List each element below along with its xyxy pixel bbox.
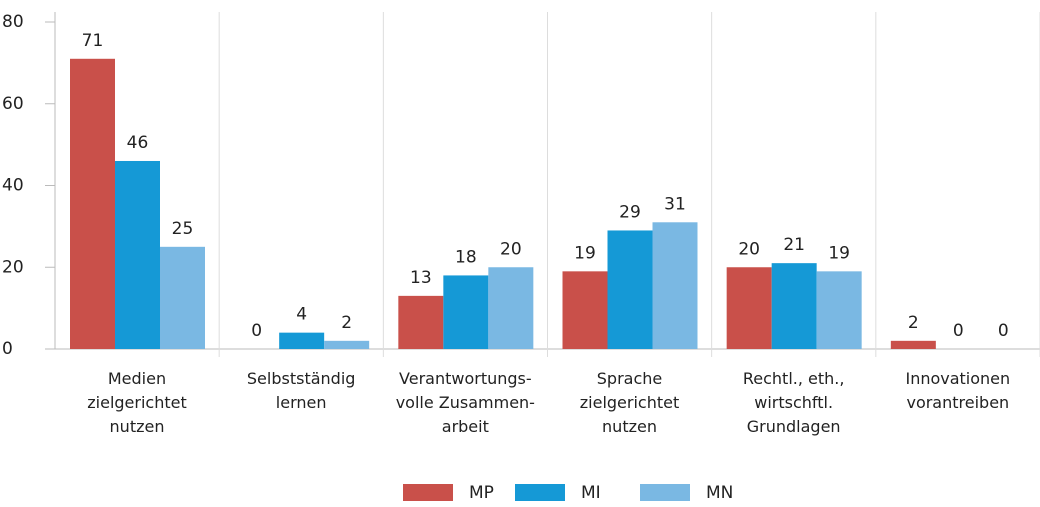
x-tick-label: Sprache zielgerichtet nutzen [579, 369, 680, 436]
bar [771, 263, 817, 349]
value-label: 25 [172, 219, 194, 239]
value-label: 31 [664, 194, 686, 214]
value-label: 0 [953, 321, 964, 341]
y-tick-label: 40 [2, 176, 24, 196]
bar [160, 246, 205, 349]
y-tick-label: 80 [2, 12, 24, 32]
bar [324, 340, 370, 349]
x-tick-label: Innovationen vorantreiben [905, 369, 1011, 412]
bar [279, 332, 325, 349]
value-label: 4 [296, 305, 307, 325]
bar [726, 267, 772, 349]
bar [115, 160, 160, 349]
x-tick-label: Rechtl., eth., wirtschftl. Grundlagen [742, 369, 845, 436]
value-label: 19 [574, 243, 596, 263]
value-label: 20 [738, 239, 760, 259]
value-label: 71 [82, 31, 104, 51]
value-label: 13 [410, 268, 432, 288]
legend-label: MI [581, 483, 601, 503]
bar [443, 275, 489, 349]
bar [816, 271, 862, 349]
value-label: 20 [500, 239, 522, 259]
y-tick-label: 0 [2, 339, 13, 359]
bar [398, 295, 444, 349]
y-tick-label: 20 [2, 257, 24, 277]
bar [607, 230, 653, 349]
legend-swatch [515, 484, 565, 501]
bar [562, 271, 608, 349]
legend-swatch [640, 484, 690, 501]
value-label: 2 [908, 313, 919, 333]
x-tick-label: Medien zielgerichtet nutzen [87, 369, 187, 436]
value-label: 19 [828, 243, 850, 263]
x-tick-label: Verantwortungs- volle Zusammen- arbeit [395, 369, 535, 436]
value-label: 46 [127, 133, 149, 153]
bar [890, 340, 936, 349]
legend-label: MN [706, 483, 733, 503]
bar [70, 58, 115, 349]
x-tick-label: Selbstständig lernen [246, 369, 356, 412]
bar [652, 222, 698, 349]
value-label: 21 [783, 235, 805, 255]
value-label: 0 [251, 321, 262, 341]
bar [488, 267, 534, 349]
value-label: 2 [341, 313, 352, 333]
legend-swatch [403, 484, 453, 501]
y-tick-label: 60 [2, 94, 24, 114]
legend-label: MP [469, 483, 494, 503]
value-label: 29 [619, 202, 641, 222]
value-label: 18 [455, 247, 477, 267]
value-label: 0 [998, 321, 1009, 341]
